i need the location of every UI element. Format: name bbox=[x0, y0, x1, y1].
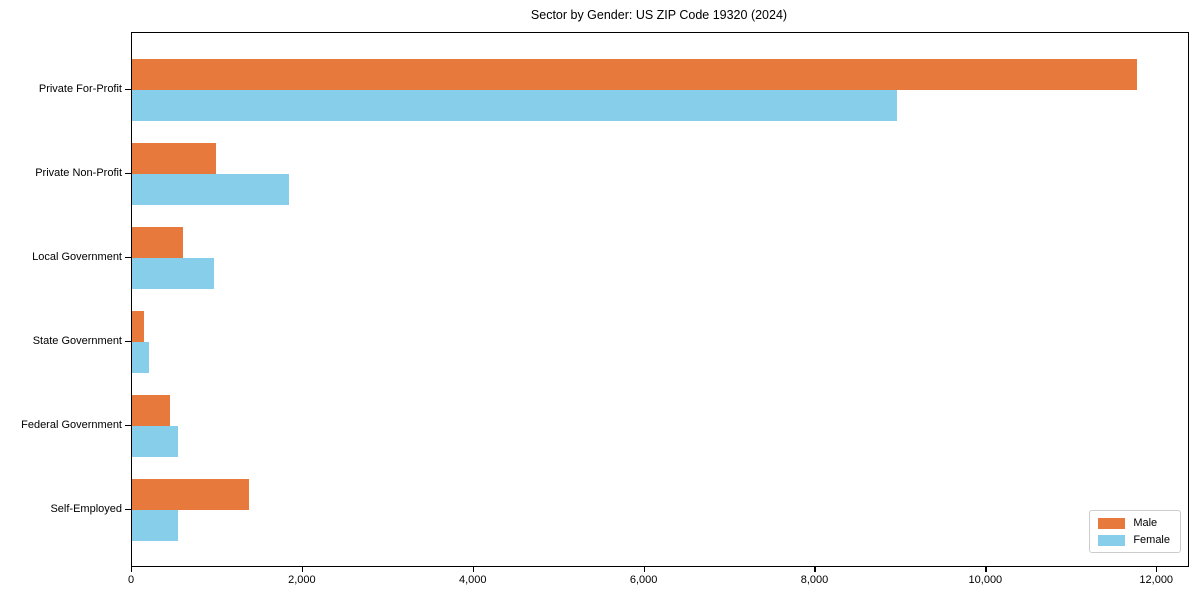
x-tick-label-8000: 8,000 bbox=[800, 574, 829, 586]
bar-female-local-government bbox=[132, 258, 214, 289]
bar-male-federal-government bbox=[132, 395, 170, 426]
bar-female-private-non-profit bbox=[132, 174, 289, 205]
female-color-swatch bbox=[1098, 534, 1126, 546]
male-color-swatch bbox=[1098, 517, 1126, 529]
y-tick-label-self-employed: Self-Employed bbox=[50, 503, 122, 515]
bar-male-private-non-profit bbox=[132, 143, 216, 174]
y-tick-mark bbox=[125, 425, 131, 427]
bar-female-self-employed bbox=[132, 510, 178, 541]
x-tick-mark bbox=[131, 566, 133, 572]
y-tick-mark bbox=[125, 341, 131, 343]
x-tick-mark bbox=[814, 566, 816, 572]
x-tick-label-0: 0 bbox=[127, 574, 135, 586]
x-tick-mark bbox=[301, 566, 304, 572]
y-tick-label-private-non-profit: Private Non-Profit bbox=[35, 167, 122, 179]
x-tick-mark bbox=[985, 566, 987, 572]
y-tick-mark bbox=[125, 509, 131, 511]
y-tick-label-private-for-profit: Private For-Profit bbox=[38, 83, 122, 95]
y-tick-mark bbox=[125, 89, 131, 91]
y-tick-label-local-government: Local Government bbox=[32, 251, 122, 263]
x-tick-label-2000: 2,000 bbox=[288, 574, 316, 586]
chart-title: Sector by Gender: US ZIP Code 19320 (202… bbox=[530, 8, 788, 22]
x-tick-mark bbox=[643, 566, 645, 572]
x-tick-label-6000: 6,000 bbox=[629, 574, 658, 586]
x-tick-label-10000: 10,000 bbox=[968, 574, 1003, 586]
y-tick-label-federal-government: Federal Government bbox=[21, 419, 122, 431]
y-tick-label-state-government: State Government bbox=[32, 335, 122, 347]
x-tick-label-12000: 12,000 bbox=[1139, 574, 1174, 586]
y-tick-mark bbox=[125, 257, 131, 259]
bar-female-state-government bbox=[132, 342, 149, 373]
bar-male-self-employed bbox=[132, 479, 249, 510]
legend-item-male: Male bbox=[1098, 517, 1170, 529]
x-tick-label-4000: 4,000 bbox=[458, 574, 487, 586]
legend-label-female: Female bbox=[1133, 534, 1170, 546]
bar-female-federal-government bbox=[132, 426, 178, 457]
bar-male-local-government bbox=[132, 227, 183, 258]
legend-label-male: Male bbox=[1133, 517, 1158, 529]
bar-male-state-government bbox=[132, 311, 144, 342]
bar-male-private-for-profit bbox=[132, 59, 1137, 90]
y-tick-mark bbox=[125, 173, 131, 175]
x-tick-mark bbox=[472, 566, 474, 572]
legend: Male Female bbox=[1089, 510, 1181, 553]
bar-female-private-for-profit bbox=[132, 90, 897, 121]
plot-area bbox=[131, 32, 1189, 567]
legend-item-female: Female bbox=[1098, 534, 1170, 546]
x-tick-mark bbox=[1156, 566, 1158, 572]
